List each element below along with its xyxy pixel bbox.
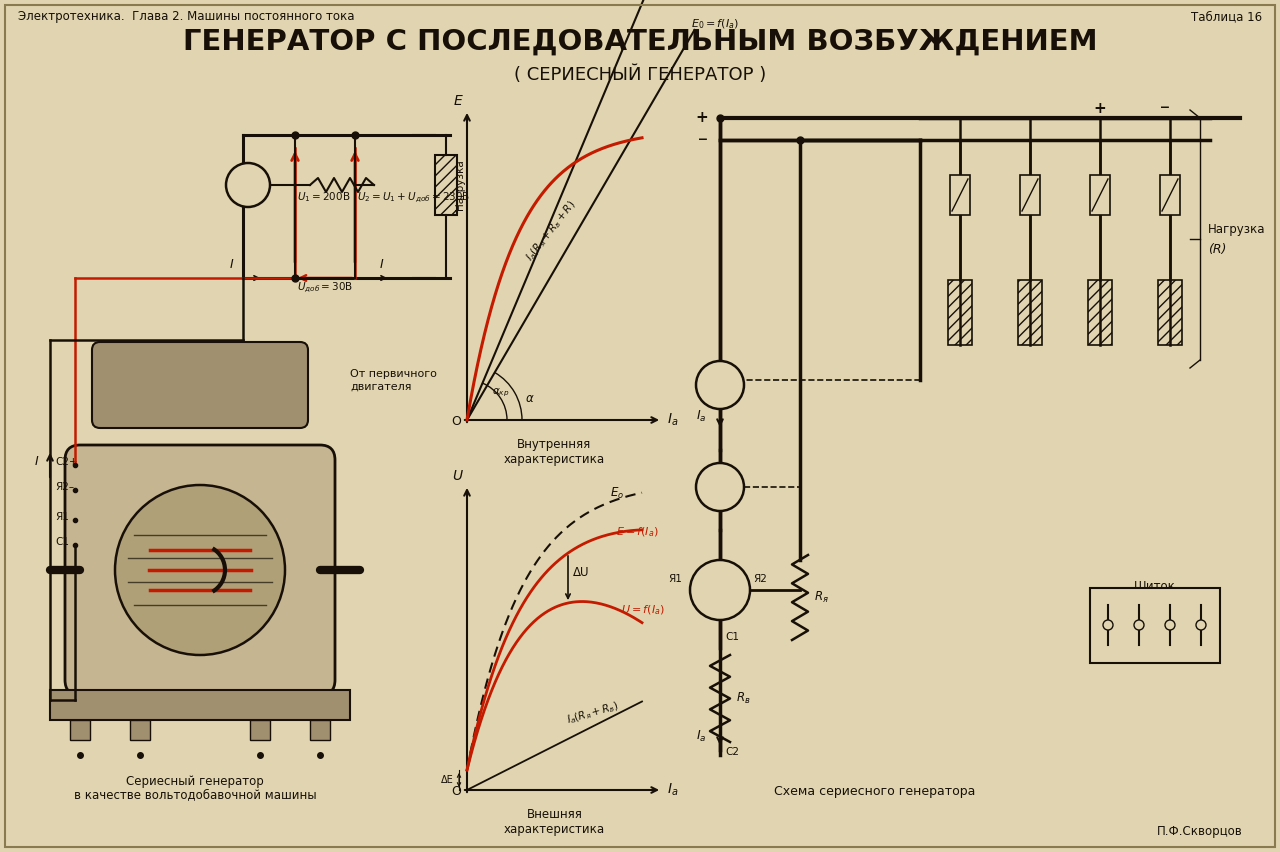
Bar xyxy=(1018,280,1042,345)
Text: $U_1=200$В: $U_1=200$В xyxy=(297,190,351,204)
Text: ГЕНЕРАТОР С ПОСЛЕДОВАТЕЛЬНЫМ ВОЗБУЖДЕНИЕМ: ГЕНЕРАТОР С ПОСЛЕДОВАТЕЛЬНЫМ ВОЗБУЖДЕНИЕ… xyxy=(183,28,1097,56)
Text: U: U xyxy=(452,469,462,483)
Text: –: – xyxy=(232,193,238,205)
Circle shape xyxy=(696,361,744,409)
Text: $E=f(I_a)$: $E=f(I_a)$ xyxy=(616,526,658,539)
Text: Электротехника.  Глава 2. Машины постоянного тока: Электротехника. Глава 2. Машины постоянн… xyxy=(18,10,355,23)
Circle shape xyxy=(1103,620,1114,630)
Text: С1: С1 xyxy=(55,537,69,547)
Bar xyxy=(1158,280,1181,345)
Bar xyxy=(1020,175,1039,215)
Circle shape xyxy=(696,463,744,511)
Text: $\alpha_{кр}$: $\alpha_{кр}$ xyxy=(492,387,509,399)
Text: ΔE: ΔE xyxy=(440,775,453,785)
Text: Я1: Я1 xyxy=(668,574,682,584)
Text: E: E xyxy=(453,94,462,108)
Text: $U_{доб}=30$В: $U_{доб}=30$В xyxy=(297,280,353,295)
Text: C1: C1 xyxy=(724,632,739,642)
Text: $I_a(R_я+R_в+R)$: $I_a(R_я+R_в+R)$ xyxy=(524,198,579,264)
Text: O: O xyxy=(451,785,461,798)
Text: –: – xyxy=(737,575,744,588)
Text: O: O xyxy=(451,415,461,428)
Text: Нагрузка: Нагрузка xyxy=(454,159,465,210)
Text: Таблица 16: Таблица 16 xyxy=(1190,10,1262,23)
Circle shape xyxy=(690,560,750,620)
Bar xyxy=(1091,175,1110,215)
FancyBboxPatch shape xyxy=(92,342,308,428)
Text: +: + xyxy=(694,577,703,587)
Bar xyxy=(1160,175,1180,215)
Text: Я2: Я2 xyxy=(1196,646,1207,655)
Text: ΔU: ΔU xyxy=(573,566,590,579)
Text: +: + xyxy=(1093,101,1106,116)
Bar xyxy=(950,175,970,215)
Text: $R_я$: $R_я$ xyxy=(814,590,829,605)
Text: I: I xyxy=(230,258,234,271)
Circle shape xyxy=(1196,620,1206,630)
Text: $I_a(R_я+R_в)$: $I_a(R_я+R_в)$ xyxy=(566,699,621,727)
Text: C2: C2 xyxy=(724,747,739,757)
Text: $E_a$: $E_a$ xyxy=(713,574,727,588)
Text: +: + xyxy=(229,169,241,181)
Bar xyxy=(1091,588,1220,663)
Text: +: + xyxy=(695,111,708,125)
Text: Я1: Я1 xyxy=(1133,646,1146,655)
Text: характеристика: характеристика xyxy=(504,453,605,466)
Text: C2+: C2+ xyxy=(55,457,78,467)
Text: П.Ф.Скворцов: П.Ф.Скворцов xyxy=(1157,825,1243,838)
Text: характеристика: характеристика xyxy=(504,823,605,836)
Text: $U=f(I_a)$: $U=f(I_a)$ xyxy=(621,603,664,617)
Text: Схема сериесного генератора: Схема сериесного генератора xyxy=(774,785,975,798)
Circle shape xyxy=(1134,620,1144,630)
Text: $U_2=U_1+U_{доб}=230$В: $U_2=U_1+U_{доб}=230$В xyxy=(357,190,470,204)
Text: СЯ: СЯ xyxy=(1102,646,1115,655)
Text: Я2: Я2 xyxy=(753,574,767,584)
Circle shape xyxy=(115,485,285,655)
Text: Внешняя: Внешняя xyxy=(526,808,582,821)
FancyBboxPatch shape xyxy=(65,445,335,695)
Text: ( СЕРИЕСНЫЙ ГЕНЕРАТОР ): ( СЕРИЕСНЫЙ ГЕНЕРАТОР ) xyxy=(513,66,767,84)
Text: Я2–: Я2– xyxy=(55,482,74,492)
Text: $I_a$: $I_a$ xyxy=(695,729,707,744)
Text: –: – xyxy=(698,130,708,149)
Bar xyxy=(435,155,457,215)
Text: U: U xyxy=(717,487,723,497)
Bar xyxy=(310,720,330,740)
Text: От первичного
двигателя: От первичного двигателя xyxy=(349,369,436,392)
Text: $I_a$: $I_a$ xyxy=(695,409,707,424)
Text: Нагрузка: Нагрузка xyxy=(1208,222,1266,235)
Text: в качестве вольтодобавочной машины: в качестве вольтодобавочной машины xyxy=(74,788,316,801)
Bar xyxy=(70,720,90,740)
Text: Я1: Я1 xyxy=(55,512,69,522)
Bar xyxy=(131,720,150,740)
Text: $\alpha$: $\alpha$ xyxy=(525,392,535,405)
Text: I: I xyxy=(380,258,384,271)
Bar xyxy=(1088,280,1112,345)
Text: Сериесный генератор: Сериесный генератор xyxy=(127,775,264,788)
Bar xyxy=(250,720,270,740)
Text: $E_o$: $E_o$ xyxy=(611,486,625,501)
Circle shape xyxy=(227,163,270,207)
Text: $I_a$: $I_a$ xyxy=(667,782,678,798)
Text: $R_в$: $R_в$ xyxy=(736,691,750,706)
Text: –: – xyxy=(1160,98,1170,117)
Text: I: I xyxy=(35,455,38,468)
Text: A: A xyxy=(714,377,726,393)
Circle shape xyxy=(1165,620,1175,630)
Text: Внутренняя: Внутренняя xyxy=(517,438,591,451)
Text: V: V xyxy=(714,480,726,494)
Text: $I_a$: $I_a$ xyxy=(667,412,678,429)
Text: $E_0=f(I_a)$: $E_0=f(I_a)$ xyxy=(691,17,739,31)
FancyBboxPatch shape xyxy=(50,690,349,720)
Text: $I_a$: $I_a$ xyxy=(716,598,724,612)
Bar xyxy=(948,280,972,345)
Text: С1: С1 xyxy=(1164,646,1176,655)
Text: (R): (R) xyxy=(1208,243,1226,256)
Text: Щиток
генератора: Щиток генератора xyxy=(1119,579,1190,608)
